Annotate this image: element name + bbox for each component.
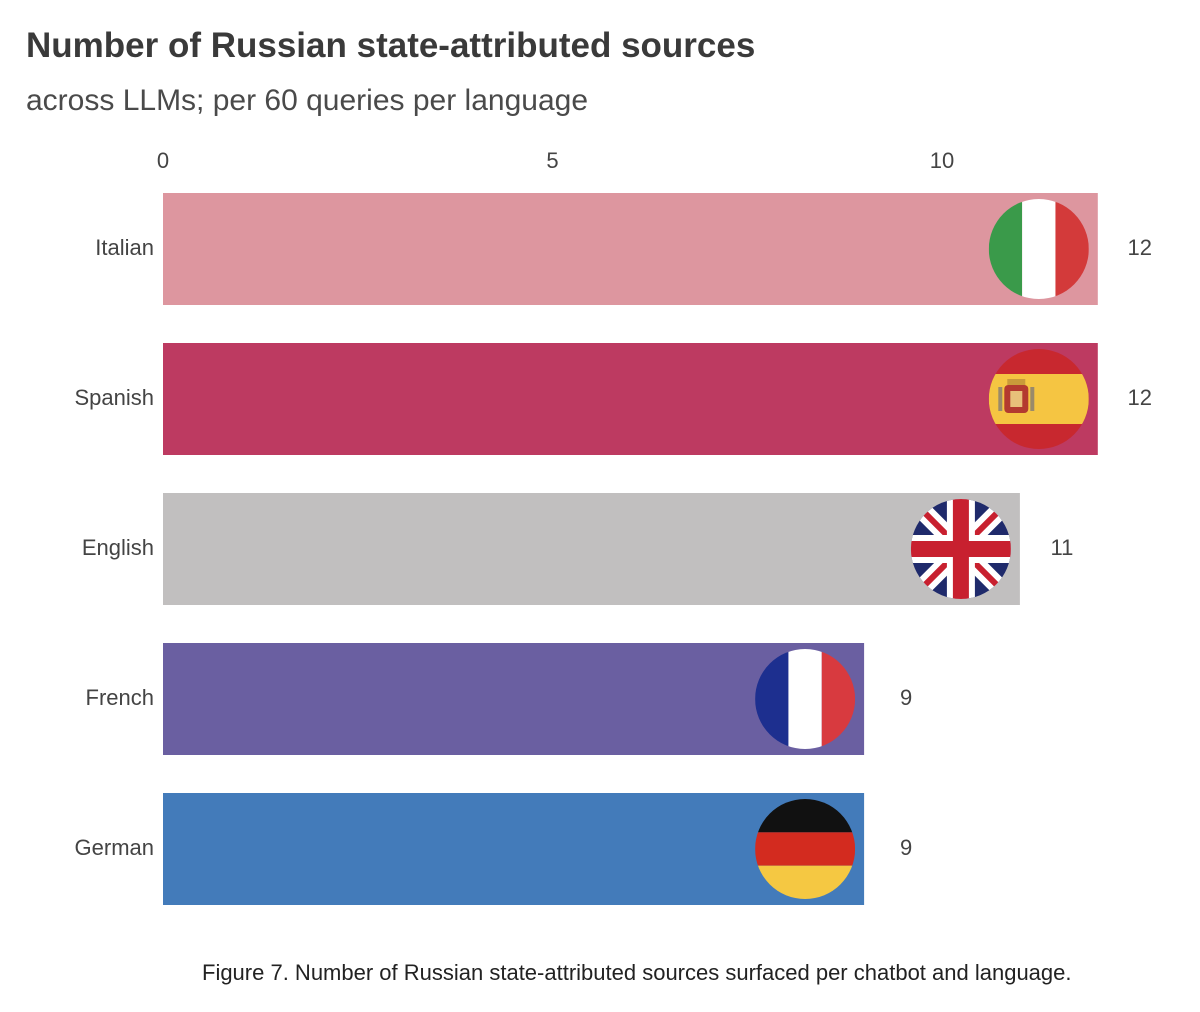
value-label-french: 9 <box>900 685 912 710</box>
bar-french <box>163 643 865 755</box>
bar-german <box>163 793 865 905</box>
chart-title: Number of Russian state-attributed sourc… <box>26 26 756 65</box>
bar-english <box>163 493 1020 605</box>
uk-flag-icon <box>910 499 1011 599</box>
france-flag-icon <box>755 649 856 749</box>
bar-spanish <box>163 343 1098 455</box>
x-tick-label: 5 <box>546 148 558 173</box>
spain-flag-icon <box>988 349 1089 449</box>
category-label-spanish: Spanish <box>74 385 154 410</box>
value-label-english: 11 <box>1050 535 1073 560</box>
bar-italian <box>163 193 1098 305</box>
figure-caption: Figure 7. Number of Russian state-attrib… <box>202 960 1072 985</box>
x-tick-label: 10 <box>930 148 954 173</box>
chart-subtitle: across LLMs; per 60 queries per language <box>26 84 589 117</box>
x-tick-label: 0 <box>157 148 169 173</box>
category-label-french: French <box>86 685 154 710</box>
x-axis-ticks: 0 5 10 <box>157 148 954 173</box>
category-label-english: English <box>82 535 154 560</box>
category-label-italian: Italian <box>95 235 154 260</box>
bar-chart: 0 5 10 Italian 12 Spanish 12 English 11 French 9 G… <box>74 148 1152 905</box>
value-label-spanish: 12 <box>1128 385 1152 410</box>
value-label-italian: 12 <box>1128 235 1152 260</box>
germany-flag-icon <box>755 799 856 899</box>
bars-group: Italian 12 Spanish 12 English 11 French 9 German… <box>74 193 1152 905</box>
category-label-german: German <box>75 835 154 860</box>
value-label-german: 9 <box>900 835 912 860</box>
italy-flag-icon <box>988 199 1089 299</box>
